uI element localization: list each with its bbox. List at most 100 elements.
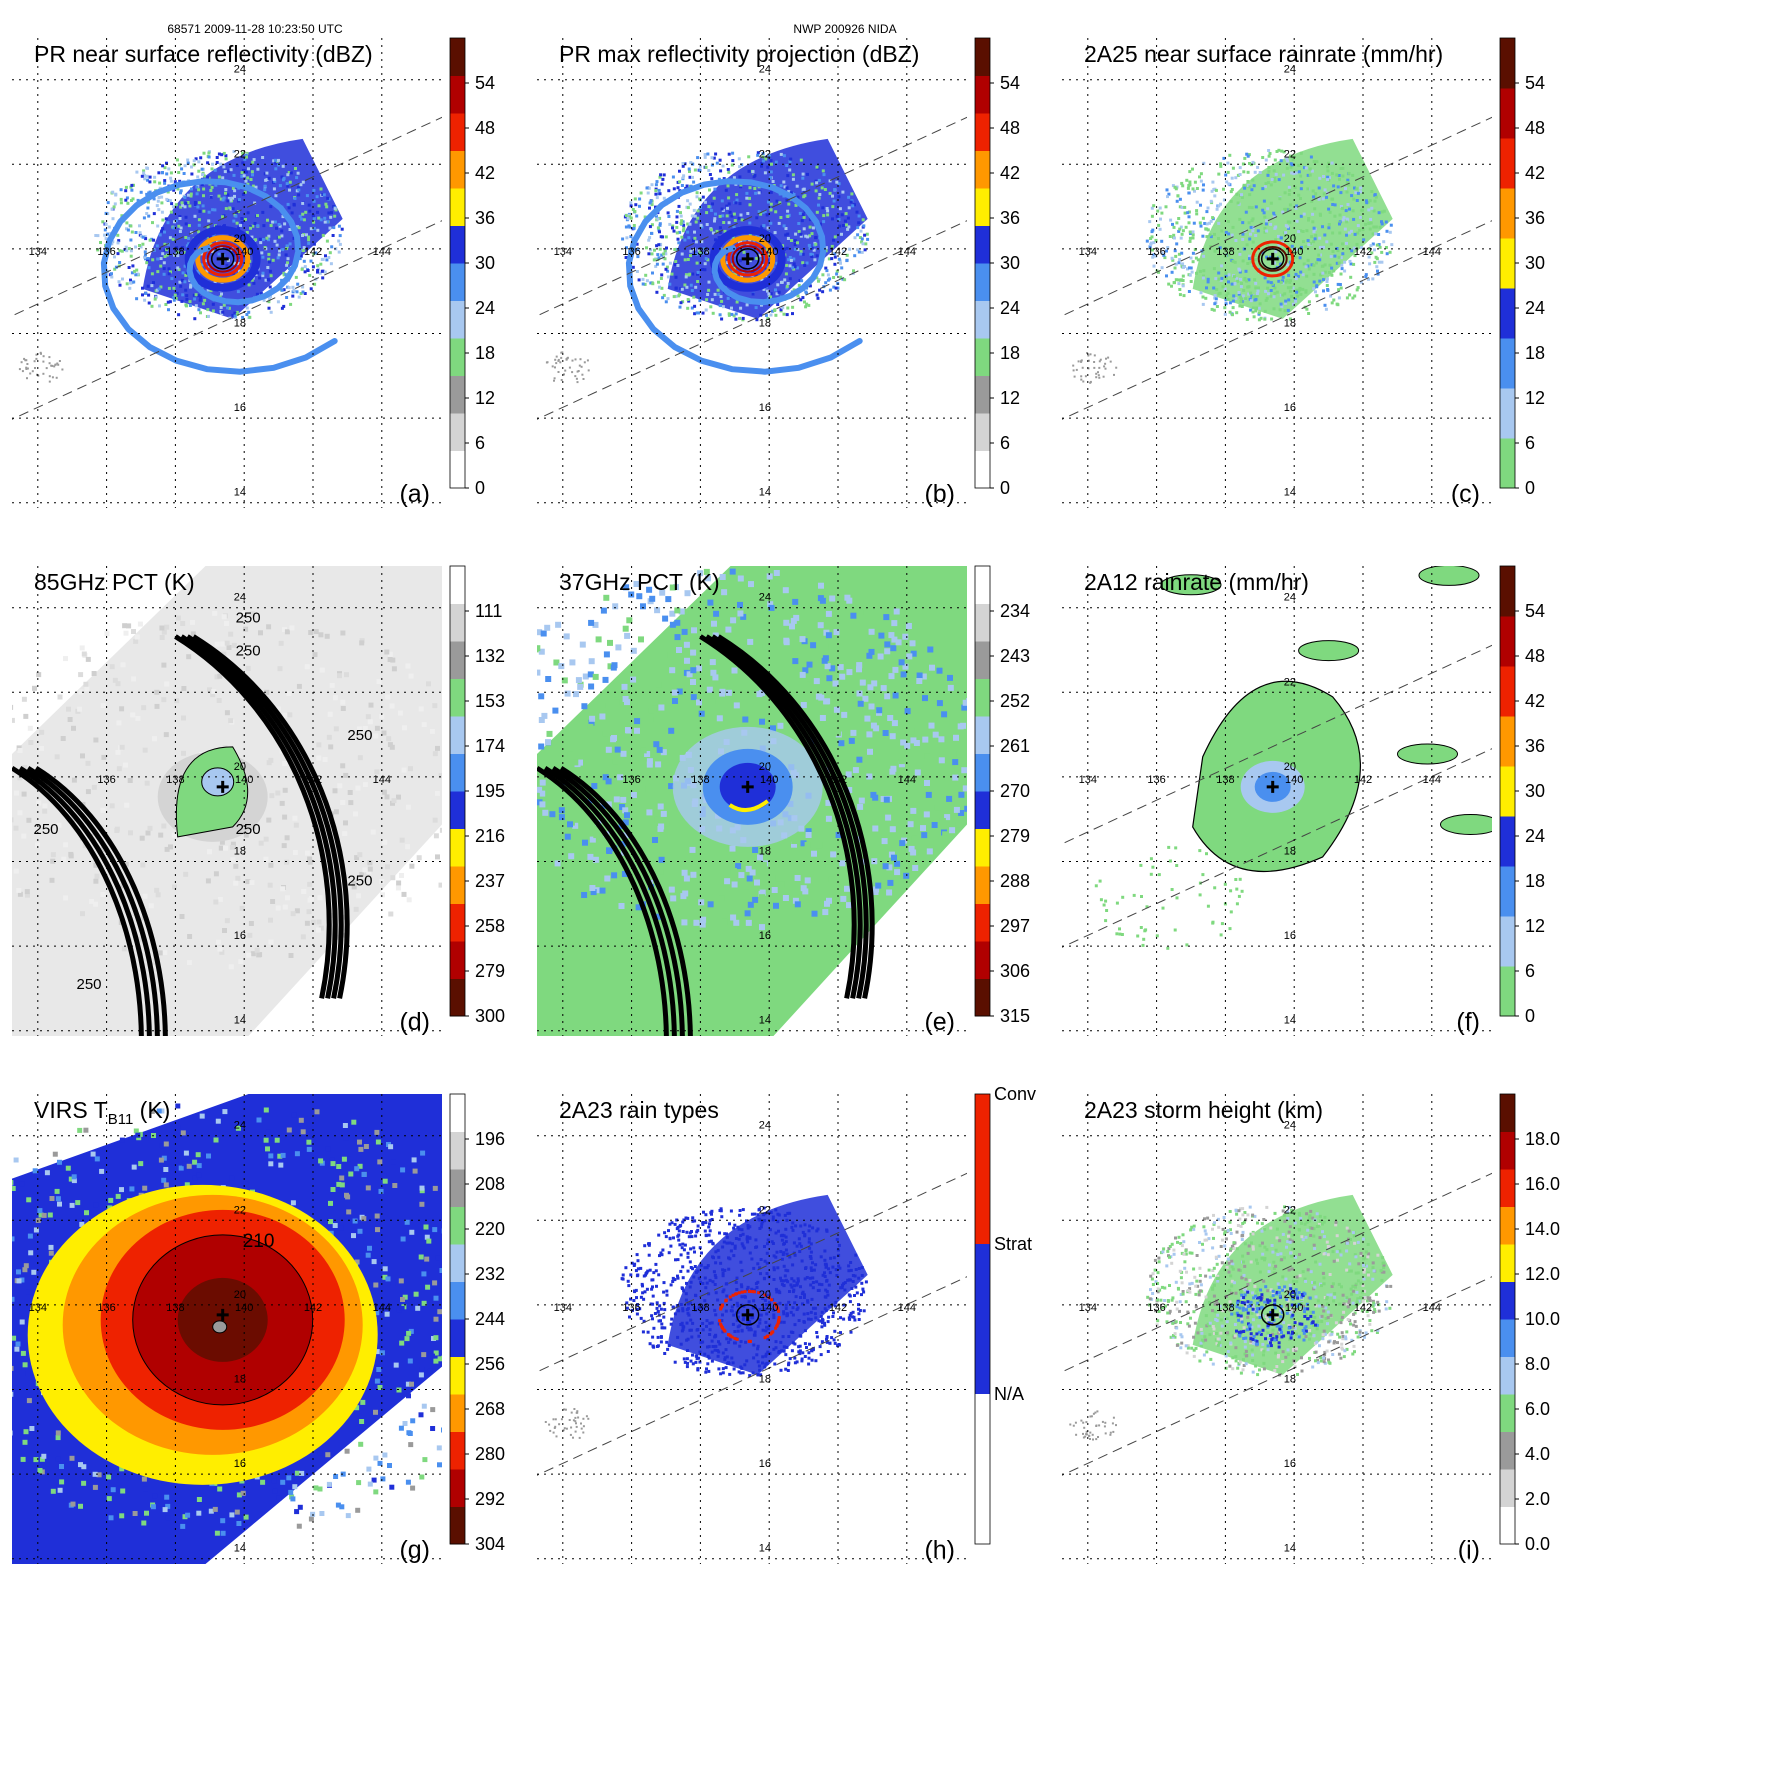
colorbar-segment xyxy=(450,678,465,717)
lon-label: 142 xyxy=(1354,246,1372,258)
lon-label: 142 xyxy=(304,1302,322,1314)
colorbar-segment xyxy=(450,566,465,604)
plot-area-h: 134 136 138 140 142 144 14 16 18 20 22 24 xyxy=(537,1094,967,1564)
colorbar-segment xyxy=(1500,1169,1515,1207)
lon-label: 134 xyxy=(29,246,47,258)
colorbar-tick-label: 24 xyxy=(1000,298,1020,318)
lat-label: 16 xyxy=(1284,930,1296,942)
lon-label: 140 xyxy=(1285,774,1303,786)
colorbar-tick-label: 297 xyxy=(1000,916,1030,936)
contour-label: 250 xyxy=(236,642,261,659)
tall-cells xyxy=(1230,1285,1319,1349)
colorbar-segment xyxy=(1500,138,1515,189)
lat-label: 18 xyxy=(234,1374,246,1386)
colorbar-segment xyxy=(1500,1506,1515,1545)
colorbar-tick-label: 243 xyxy=(1000,646,1030,666)
colorbar-tick-label: 48 xyxy=(1000,118,1020,138)
orbit-time-header: 68571 2009-11-28 10:23:50 UTC xyxy=(167,22,343,36)
lat-label: 20 xyxy=(1284,233,1296,245)
lat-label: 20 xyxy=(759,1289,771,1301)
colorbar-tick-label: 30 xyxy=(1000,253,1020,273)
scattered-pixels xyxy=(18,351,64,383)
colorbar-segment xyxy=(1500,1206,1515,1245)
colorbar-segment xyxy=(975,113,990,151)
colorbar-frame xyxy=(974,1093,991,1545)
colorbar-tick-label: 132 xyxy=(475,646,505,666)
panel-label: (i) xyxy=(1458,1536,1480,1564)
storm-center-marker xyxy=(741,1308,754,1321)
lon-label: 134 xyxy=(29,774,47,786)
colorbar-tick-label: 36 xyxy=(1525,208,1545,228)
lat-label: 14 xyxy=(234,1015,246,1027)
panel-label: (b) xyxy=(924,480,955,508)
colorbar-segment xyxy=(1500,188,1515,239)
lat-label: 22 xyxy=(234,676,246,688)
colorbar-tick-label: 270 xyxy=(1000,781,1030,801)
contour-label: 250 xyxy=(236,821,261,838)
lat-label: 16 xyxy=(1284,402,1296,414)
graticule xyxy=(12,38,442,508)
colorbar-strat xyxy=(975,1244,990,1394)
lat-label: 22 xyxy=(1284,676,1296,688)
pr-swath-edge xyxy=(1062,644,1492,948)
rain-area xyxy=(667,1194,868,1375)
colorbar-tick-label: 12 xyxy=(1525,916,1545,936)
colorbar-segment xyxy=(450,978,465,1017)
panel-title: 2A12 rainrate (mm/hr) xyxy=(1084,569,1309,595)
colorbar-tick-label: 48 xyxy=(475,118,495,138)
colorbar-tick-label: 268 xyxy=(475,1399,505,1419)
colorbar-segment xyxy=(975,678,990,717)
lon-label: 140 xyxy=(1285,1302,1303,1314)
colorbar-b: 54 48 42 36 30 24 18 12 6 0 xyxy=(974,37,1020,498)
lat-label: 18 xyxy=(1284,1374,1296,1386)
colorbar-segment xyxy=(450,225,465,264)
colorbar-segment xyxy=(450,1319,465,1357)
colorbar-segment xyxy=(1500,716,1515,767)
colorbar-tick-label: 48 xyxy=(1525,646,1545,666)
colorbar-segment xyxy=(975,38,990,76)
colorbar-segment xyxy=(450,641,465,679)
lon-label: 140 xyxy=(1285,246,1303,258)
lat-label: 14 xyxy=(234,487,246,499)
graticule xyxy=(1062,38,1492,508)
panel-title: 2A23 rain types xyxy=(559,1097,719,1123)
lat-label: 24 xyxy=(234,592,246,604)
title-subscript: B11 xyxy=(108,1111,134,1128)
lon-label: 144 xyxy=(898,246,916,258)
lon-label: 138 xyxy=(1216,246,1234,258)
lat-label: 20 xyxy=(1284,761,1296,773)
colorbar-tick-label: 208 xyxy=(475,1174,505,1194)
lat-label: 24 xyxy=(759,1120,771,1132)
colorbar-tick-label: 12 xyxy=(475,388,495,408)
lat-label: 24 xyxy=(1284,64,1296,76)
lat-label: 24 xyxy=(234,1120,246,1132)
colorbar-segment xyxy=(1500,666,1515,717)
colorbar-tick-label: 2.0 xyxy=(1525,1489,1550,1509)
colorbar-segment xyxy=(450,375,465,414)
lat-label: 22 xyxy=(1284,148,1296,160)
graticule xyxy=(12,566,442,1036)
plot-area-a: 134 136 138 140 142 144 14 16 18 20 22 24 xyxy=(12,38,442,508)
colorbar-segment xyxy=(1500,338,1515,389)
colorbar-tick-label: 244 xyxy=(475,1309,505,1329)
colorbar-segment xyxy=(450,150,465,189)
panel-label: (c) xyxy=(1451,480,1480,508)
lat-label: 16 xyxy=(234,402,246,414)
colorbar-e: 234 243 252 261 270 279 288 297 306 315 xyxy=(974,565,1030,1026)
colorbar-tick-label: 220 xyxy=(475,1219,505,1239)
storm-center-marker xyxy=(1266,1308,1279,1321)
colorbar-tick-label: 6 xyxy=(1525,433,1535,453)
colorbar-segment xyxy=(1500,1131,1515,1170)
storm-center-marker xyxy=(216,252,229,265)
colorbar-tick-label: 14.0 xyxy=(1525,1219,1560,1239)
panel-label: (f) xyxy=(1456,1008,1480,1036)
panel-g: 210 134 136 138 140 142 144 14 16 18 20 22 24 VIRS TB… xyxy=(12,1093,505,1564)
colorbar-segment xyxy=(1500,1244,1515,1282)
lon-label: 140 xyxy=(235,246,253,258)
lat-label: 24 xyxy=(1284,592,1296,604)
colorbar-tick-label: 234 xyxy=(1000,601,1030,621)
lon-label: 144 xyxy=(1423,1302,1441,1314)
storm-name-header: NWP 200926 NIDA xyxy=(793,22,896,36)
contour-label: 250 xyxy=(347,873,372,890)
eye-contour xyxy=(201,767,235,797)
